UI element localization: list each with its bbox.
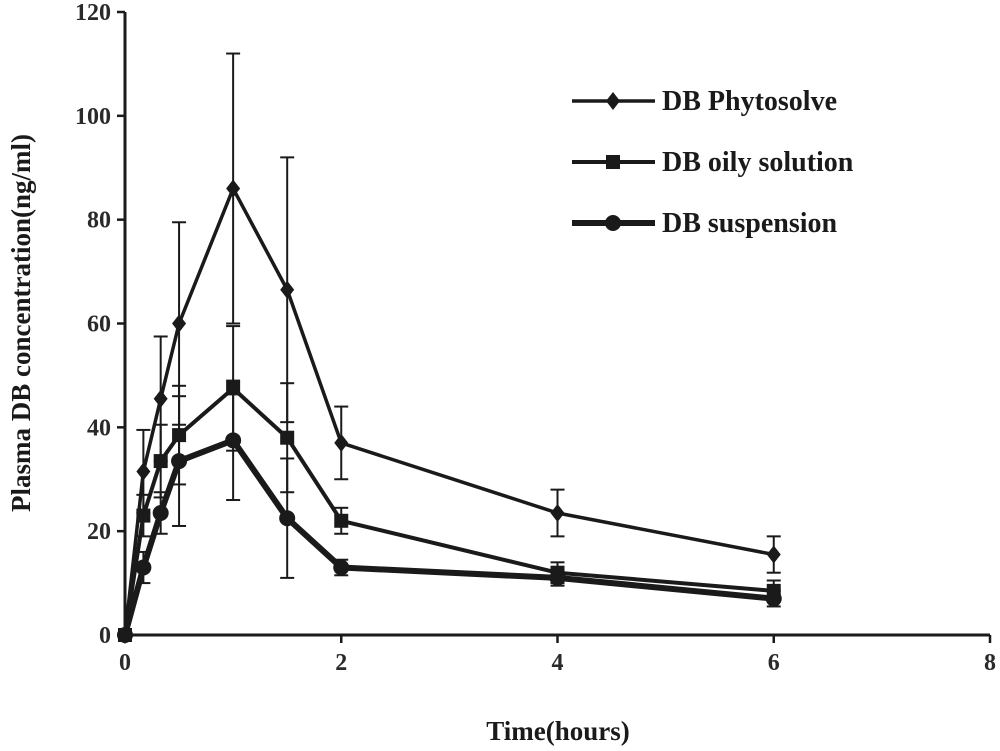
legend-label: DB oily solution [662,147,854,178]
data-point [136,462,151,481]
series-line [123,386,774,636]
data-point [280,430,295,445]
y-tick-label: 0 [99,623,111,649]
data-point [549,569,566,586]
legend-item: DB oily solution [572,147,854,178]
legend-item: DB Phytosolve [572,86,837,117]
y-tick-label: 20 [87,519,111,545]
data-point [171,453,188,470]
data-point [765,590,782,607]
plot-area [117,52,782,644]
y-tick-label: 100 [75,104,111,130]
legend-marker [605,215,621,231]
data-point [333,559,350,576]
data-point [334,513,349,528]
legend-label: DB Phytosolve [662,86,837,117]
data-point [279,510,296,527]
data-point [766,545,781,564]
series-line [123,186,775,636]
data-point [334,433,349,452]
legend: DB Phytosolve DB oily solution DB suspensi… [572,86,854,239]
data-point [225,432,242,449]
x-tick-label: 0 [119,650,131,676]
y-axis-ticks: 0 20 40 60 80 100 120 [75,0,125,649]
data-point [135,559,152,576]
data-point [117,627,133,643]
data-point [226,179,241,198]
data-point [280,280,295,299]
legend-item: DB suspension [572,208,838,239]
y-tick-label: 120 [75,0,111,26]
legend-marker [606,155,620,169]
data-point [152,504,169,521]
series-line [122,437,775,636]
series-diamond [118,52,781,644]
y-tick-label: 60 [87,312,111,338]
x-tick-label: 6 [768,650,780,676]
legend-label: DB suspension [662,208,838,239]
data-point [153,454,168,469]
data-point [153,389,168,408]
series-square [118,325,781,642]
series-circle [117,379,782,643]
y-axis-title: Plasma DB concentration(ng/ml) [6,134,36,512]
y-tick-label: 80 [87,208,111,234]
data-point [136,508,151,523]
x-axis-title: Time(hours) [486,716,630,746]
x-tick-label: 8 [984,650,996,676]
data-point [172,314,187,333]
x-tick-label: 4 [552,650,564,676]
x-tick-label: 2 [335,650,347,676]
data-point [550,503,565,522]
x-axis-ticks: 0 2 4 6 8 [119,635,996,676]
y-tick-label: 40 [87,415,111,441]
legend-marker [606,92,620,110]
